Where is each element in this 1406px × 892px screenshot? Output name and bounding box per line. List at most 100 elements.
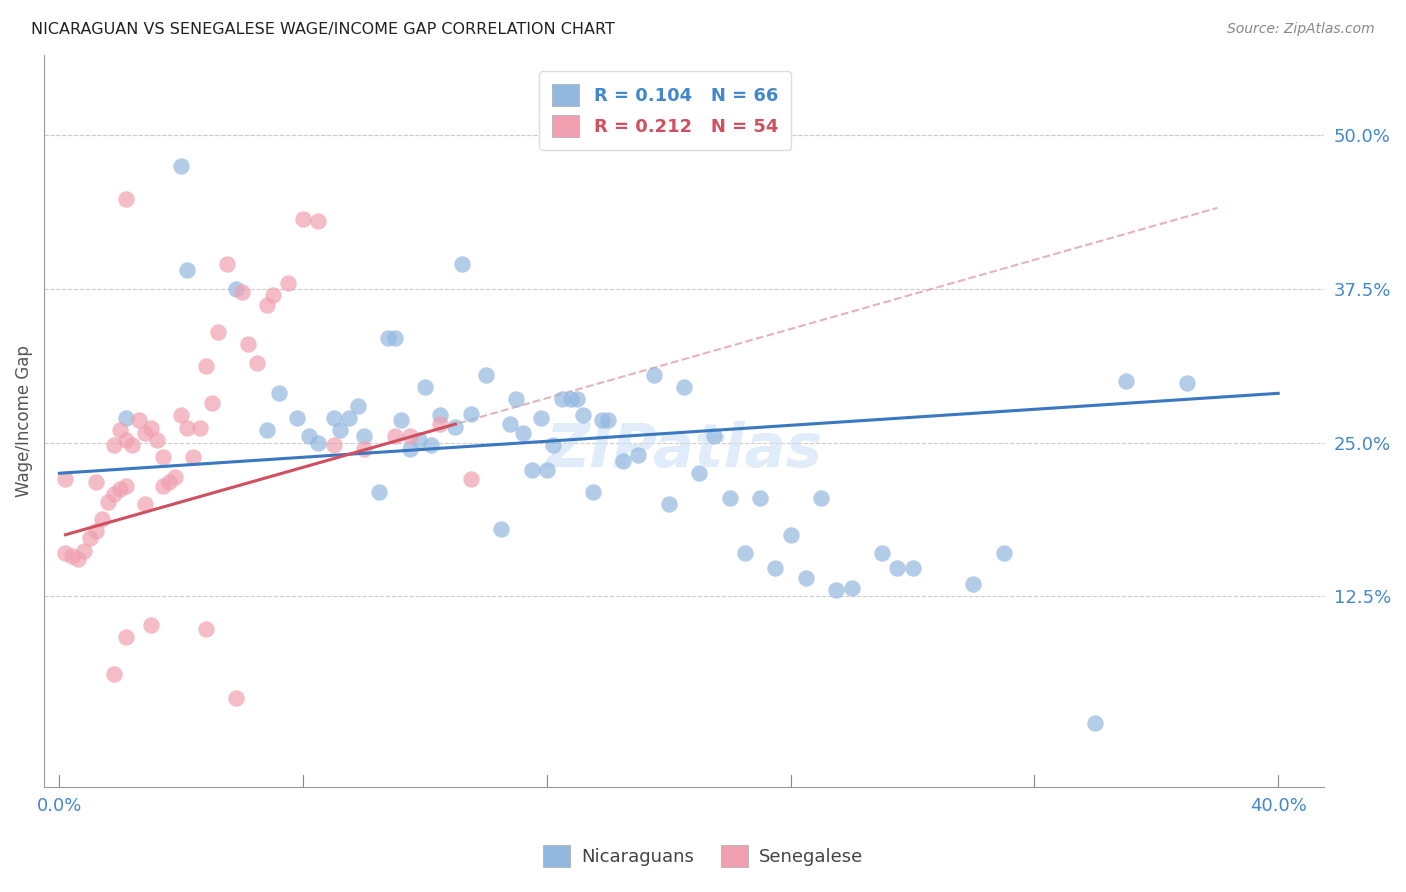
Point: [353, 442, 375, 456]
Point: [825, 583, 848, 598]
Point: [157, 475, 180, 489]
Point: [347, 399, 370, 413]
Point: [551, 392, 574, 407]
Point: [165, 470, 187, 484]
Point: [450, 257, 472, 271]
Legend: R = 0.104   N = 66, R = 0.212   N = 54: R = 0.104 N = 66, R = 0.212 N = 54: [540, 71, 790, 150]
Point: [152, 450, 174, 465]
Point: [285, 411, 308, 425]
Point: [703, 429, 725, 443]
Point: [734, 546, 756, 560]
Point: [194, 623, 217, 637]
Point: [262, 288, 284, 302]
Point: [134, 497, 156, 511]
Point: [66, 552, 89, 566]
Point: [810, 491, 832, 505]
Point: [225, 282, 247, 296]
Point: [146, 433, 169, 447]
Point: [572, 409, 595, 423]
Point: [292, 211, 315, 226]
Point: [398, 442, 420, 456]
Text: ZIPatlas: ZIPatlas: [546, 421, 823, 480]
Point: [841, 581, 863, 595]
Point: [256, 423, 278, 437]
Point: [560, 392, 582, 407]
Point: [591, 413, 613, 427]
Point: [84, 524, 107, 538]
Point: [170, 409, 193, 423]
Point: [536, 462, 558, 476]
Point: [298, 429, 321, 443]
Point: [194, 359, 217, 374]
Point: [201, 396, 224, 410]
Point: [79, 532, 101, 546]
Point: [499, 417, 522, 431]
Point: [765, 561, 787, 575]
Point: [512, 425, 534, 440]
Point: [1084, 715, 1107, 730]
Point: [115, 433, 138, 447]
Point: [176, 421, 198, 435]
Point: [460, 407, 482, 421]
Point: [886, 561, 908, 575]
Point: [152, 478, 174, 492]
Point: [256, 298, 278, 312]
Point: [460, 472, 482, 486]
Point: [134, 425, 156, 440]
Point: [353, 429, 375, 443]
Point: [1115, 374, 1137, 388]
Point: [627, 448, 650, 462]
Point: [581, 484, 603, 499]
Point: [643, 368, 665, 382]
Point: [84, 475, 107, 489]
Point: [246, 355, 269, 369]
Point: [429, 409, 451, 423]
Point: [384, 429, 406, 443]
Point: [596, 413, 619, 427]
Point: [128, 413, 150, 427]
Point: [110, 423, 132, 437]
Text: NICARAGUAN VS SENEGALESE WAGE/INCOME GAP CORRELATION CHART: NICARAGUAN VS SENEGALESE WAGE/INCOME GAP…: [31, 22, 614, 37]
Point: [139, 421, 162, 435]
Point: [337, 411, 360, 425]
Point: [307, 214, 329, 228]
Point: [307, 435, 329, 450]
Point: [55, 546, 77, 560]
Point: [993, 546, 1015, 560]
Point: [55, 472, 77, 486]
Point: [408, 433, 430, 447]
Point: [215, 257, 238, 271]
Point: [688, 467, 710, 481]
Point: [962, 577, 984, 591]
Point: [115, 630, 138, 644]
Legend: Nicaraguans, Senegalese: Nicaraguans, Senegalese: [536, 838, 870, 874]
Point: [749, 491, 772, 505]
Point: [183, 450, 205, 465]
Point: [91, 512, 114, 526]
Point: [505, 392, 527, 407]
Point: [322, 411, 344, 425]
Point: [170, 159, 193, 173]
Point: [103, 666, 125, 681]
Point: [267, 386, 290, 401]
Point: [115, 478, 138, 492]
Point: [420, 438, 443, 452]
Point: [489, 522, 512, 536]
Point: [718, 491, 741, 505]
Point: [277, 276, 299, 290]
Point: [73, 543, 96, 558]
Point: [207, 325, 229, 339]
Y-axis label: Wage/Income Gap: Wage/Income Gap: [15, 345, 32, 497]
Point: [444, 419, 467, 434]
Point: [368, 484, 391, 499]
Point: [413, 380, 436, 394]
Point: [779, 527, 801, 541]
Point: [103, 487, 125, 501]
Point: [672, 380, 695, 394]
Point: [612, 454, 634, 468]
Point: [429, 417, 451, 431]
Point: [475, 368, 498, 382]
Point: [238, 337, 260, 351]
Text: Source: ZipAtlas.com: Source: ZipAtlas.com: [1227, 22, 1375, 37]
Point: [97, 494, 120, 508]
